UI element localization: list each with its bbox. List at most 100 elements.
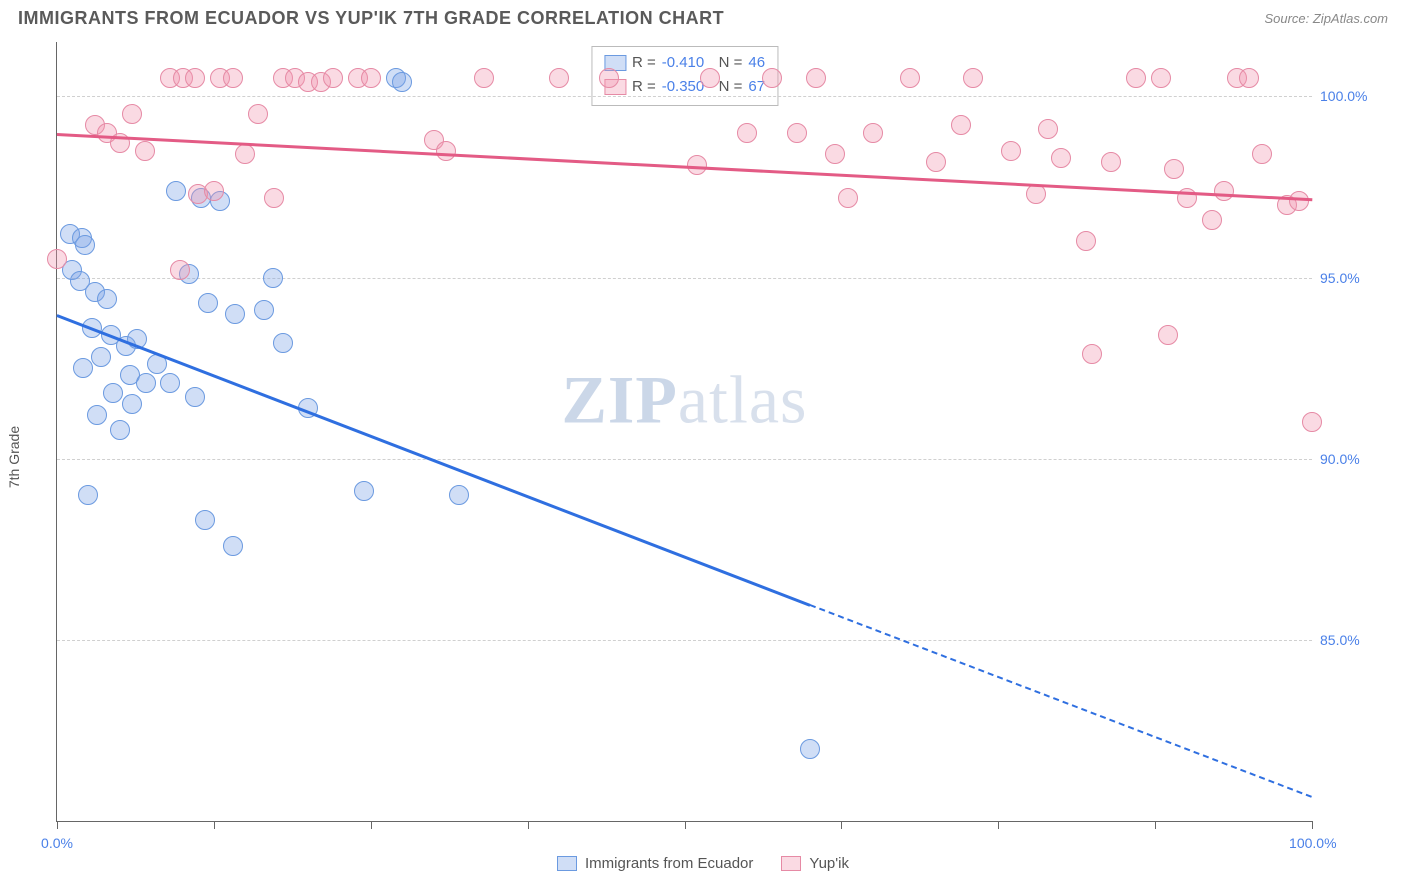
gridline xyxy=(57,640,1312,641)
data-point xyxy=(248,104,268,124)
data-point xyxy=(1302,412,1322,432)
data-point xyxy=(170,260,190,280)
data-point xyxy=(135,141,155,161)
plot-region: ZIPatlas R =-0.410 N =46R =-0.350 N =67 … xyxy=(56,42,1312,822)
trend-line xyxy=(810,604,1313,798)
data-point xyxy=(75,235,95,255)
data-point xyxy=(1252,144,1272,164)
data-point xyxy=(195,510,215,530)
x-tick xyxy=(998,821,999,829)
data-point xyxy=(599,68,619,88)
data-point xyxy=(87,405,107,425)
x-tick xyxy=(528,821,529,829)
legend-item: Immigrants from Ecuador xyxy=(557,855,753,872)
x-tick xyxy=(1155,821,1156,829)
chart-header: IMMIGRANTS FROM ECUADOR VS YUP'IK 7TH GR… xyxy=(0,0,1406,35)
data-point xyxy=(78,485,98,505)
data-point xyxy=(110,420,130,440)
trend-line xyxy=(57,314,811,606)
y-tick-label: 100.0% xyxy=(1320,88,1384,104)
legend-swatch xyxy=(557,856,577,871)
x-tick xyxy=(685,821,686,829)
chart-area: 7th Grade ZIPatlas R =-0.410 N =46R =-0.… xyxy=(14,36,1392,878)
data-point xyxy=(254,300,274,320)
data-point xyxy=(204,181,224,201)
data-point xyxy=(273,333,293,353)
data-point xyxy=(1151,68,1171,88)
y-tick-label: 85.0% xyxy=(1320,632,1384,648)
data-point xyxy=(392,72,412,92)
data-point xyxy=(963,68,983,88)
gridline xyxy=(57,96,1312,97)
y-tick-label: 90.0% xyxy=(1320,451,1384,467)
legend-r-label: R = xyxy=(632,51,656,75)
data-point xyxy=(122,104,142,124)
x-tick xyxy=(57,821,58,829)
data-point xyxy=(103,383,123,403)
data-point xyxy=(549,68,569,88)
data-point xyxy=(1051,148,1071,168)
data-point xyxy=(762,68,782,88)
legend-swatch xyxy=(781,856,801,871)
data-point xyxy=(1076,231,1096,251)
data-point xyxy=(223,536,243,556)
trend-line xyxy=(57,133,1312,201)
data-point xyxy=(825,144,845,164)
legend-label: Yup'ik xyxy=(809,855,849,872)
data-point xyxy=(800,739,820,759)
data-point xyxy=(863,123,883,143)
data-point xyxy=(449,485,469,505)
data-point xyxy=(185,387,205,407)
data-point xyxy=(1164,159,1184,179)
data-point xyxy=(263,268,283,288)
gridline xyxy=(57,278,1312,279)
data-point xyxy=(166,181,186,201)
x-tick xyxy=(371,821,372,829)
x-tick-label: 100.0% xyxy=(1289,835,1336,851)
data-point xyxy=(787,123,807,143)
legend-r-value: -0.410 xyxy=(662,51,705,75)
data-point xyxy=(838,188,858,208)
data-point xyxy=(160,373,180,393)
data-point xyxy=(1158,325,1178,345)
data-point xyxy=(951,115,971,135)
data-point xyxy=(198,293,218,313)
data-point xyxy=(1038,119,1058,139)
data-point xyxy=(264,188,284,208)
legend-item: Yup'ik xyxy=(781,855,849,872)
data-point xyxy=(436,141,456,161)
x-tick-label: 0.0% xyxy=(41,835,73,851)
data-point xyxy=(223,68,243,88)
series-legend: Immigrants from Ecuador Yup'ik xyxy=(14,855,1392,872)
data-point xyxy=(1289,191,1309,211)
data-point xyxy=(1101,152,1121,172)
x-tick xyxy=(1312,821,1313,829)
legend-n-value: 46 xyxy=(748,51,765,75)
y-tick-label: 95.0% xyxy=(1320,270,1384,286)
x-tick xyxy=(841,821,842,829)
data-point xyxy=(926,152,946,172)
data-point xyxy=(474,68,494,88)
legend-label: Immigrants from Ecuador xyxy=(585,855,753,872)
data-point xyxy=(1001,141,1021,161)
data-point xyxy=(1082,344,1102,364)
data-point xyxy=(185,68,205,88)
data-point xyxy=(1239,68,1259,88)
data-point xyxy=(737,123,757,143)
data-point xyxy=(361,68,381,88)
x-tick xyxy=(214,821,215,829)
data-point xyxy=(700,68,720,88)
data-point xyxy=(323,68,343,88)
data-point xyxy=(73,358,93,378)
data-point xyxy=(235,144,255,164)
data-point xyxy=(47,249,67,269)
chart-title: IMMIGRANTS FROM ECUADOR VS YUP'IK 7TH GR… xyxy=(18,8,724,29)
data-point xyxy=(1026,184,1046,204)
data-point xyxy=(225,304,245,324)
data-point xyxy=(806,68,826,88)
data-point xyxy=(91,347,111,367)
data-point xyxy=(122,394,142,414)
chart-source: Source: ZipAtlas.com xyxy=(1264,11,1388,26)
data-point xyxy=(900,68,920,88)
watermark: ZIPatlas xyxy=(562,361,808,440)
